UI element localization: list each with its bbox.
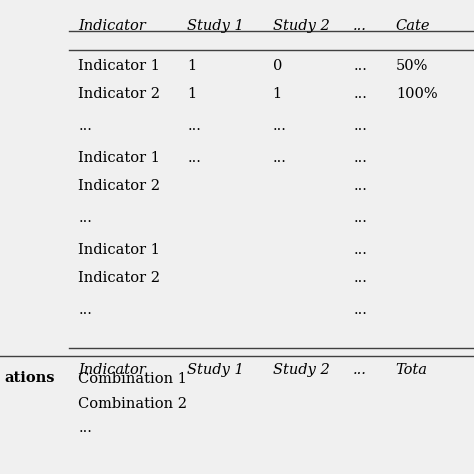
Text: Indicator 2: Indicator 2 (78, 87, 160, 101)
Text: Indicator 1: Indicator 1 (78, 151, 160, 165)
Text: Study 2: Study 2 (273, 363, 329, 377)
Text: ...: ... (78, 119, 92, 133)
Text: 0: 0 (273, 59, 282, 73)
Text: ...: ... (273, 151, 286, 165)
Text: ...: ... (353, 59, 367, 73)
Text: ...: ... (353, 271, 367, 285)
Text: Indicator 1: Indicator 1 (78, 59, 160, 73)
Text: Indicator 2: Indicator 2 (78, 179, 160, 193)
Text: ...: ... (187, 151, 201, 165)
Text: ...: ... (78, 303, 92, 317)
Text: 1: 1 (273, 87, 282, 101)
Text: Cate: Cate (396, 19, 430, 33)
Text: ...: ... (353, 211, 367, 225)
Text: 1: 1 (187, 59, 196, 73)
Text: 1: 1 (187, 87, 196, 101)
Text: ...: ... (353, 87, 367, 101)
Text: Indicator: Indicator (78, 363, 146, 377)
Text: Tota: Tota (396, 363, 428, 377)
Text: Indicator 2: Indicator 2 (78, 271, 160, 285)
Text: ...: ... (353, 179, 367, 193)
Text: Indicator 1: Indicator 1 (78, 243, 160, 257)
Text: 50%: 50% (396, 59, 428, 73)
Text: Study 1: Study 1 (187, 19, 244, 33)
Text: ...: ... (78, 211, 92, 225)
Text: ...: ... (353, 119, 367, 133)
Text: 100%: 100% (396, 87, 438, 101)
Text: ations: ations (5, 371, 55, 385)
Text: ...: ... (353, 363, 367, 377)
Text: Study 1: Study 1 (187, 363, 244, 377)
Text: ...: ... (353, 243, 367, 257)
Text: Study 2: Study 2 (273, 19, 329, 33)
Text: ...: ... (353, 151, 367, 165)
Text: ...: ... (353, 19, 367, 33)
Text: ...: ... (187, 119, 201, 133)
Text: ...: ... (78, 421, 92, 436)
Text: ...: ... (273, 119, 286, 133)
Text: Combination 1: Combination 1 (78, 372, 187, 386)
Text: Combination 2: Combination 2 (78, 397, 187, 411)
Text: Indicator: Indicator (78, 19, 146, 33)
Text: ...: ... (353, 303, 367, 317)
